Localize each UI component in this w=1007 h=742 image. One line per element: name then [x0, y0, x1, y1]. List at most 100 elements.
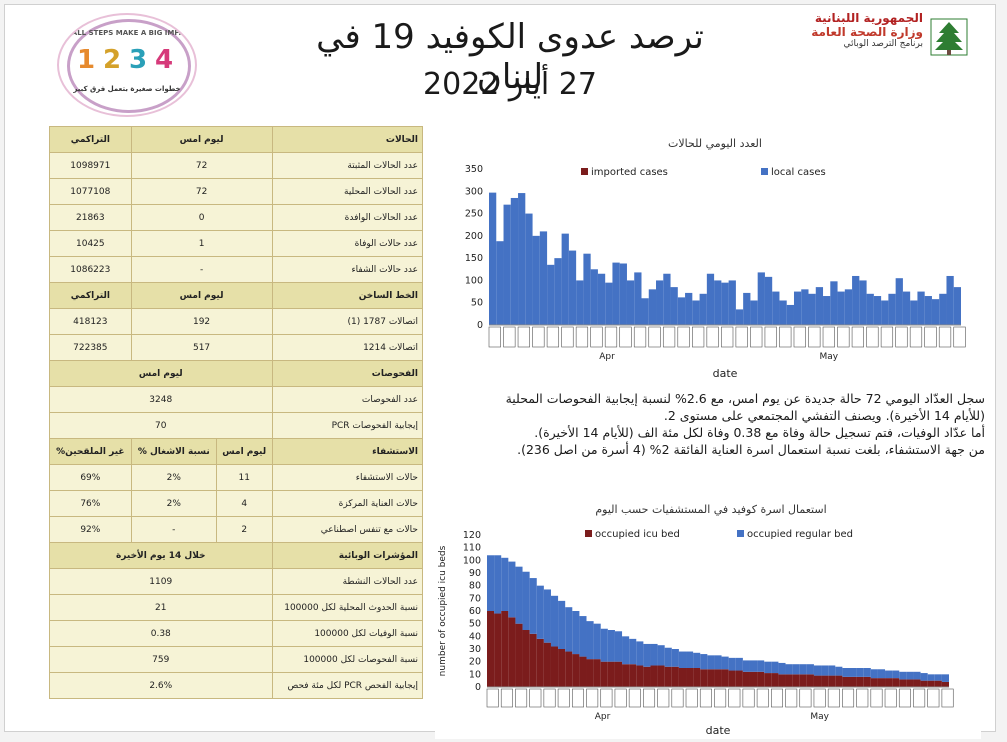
date-tick-mark [614, 688, 627, 708]
bar-local [572, 611, 580, 655]
bar-local [607, 630, 615, 662]
bar-local [714, 655, 722, 670]
date-tick-mark [633, 326, 647, 348]
bar-local [931, 299, 940, 325]
y-axis-label: number of occupied icu beds [438, 545, 448, 676]
bar-local [934, 674, 942, 681]
bar-local [743, 292, 751, 325]
table-value-cell: 10425 [49, 230, 132, 257]
bar-imported [764, 673, 772, 687]
bar-imported [828, 675, 836, 687]
bar-local [750, 300, 758, 325]
table-header-row: خلال 14 يوم الأخيرة المؤشرات الوبائية [49, 542, 424, 569]
bar-local [863, 668, 871, 677]
bar-imported [813, 675, 822, 687]
y-tick-label: 90 [469, 568, 481, 579]
bar-imported [657, 665, 665, 687]
bar-imported [536, 638, 544, 687]
bar-local [866, 293, 874, 325]
table-label-cell: عدد الحالات المثبتة [271, 152, 424, 179]
bar-local [648, 289, 657, 325]
bar-local [859, 280, 867, 325]
bar-imported [899, 679, 907, 687]
bulletin-page: SMALL STEPS MAKE A BIG IMPACT 1 2 3 4 خط… [4, 4, 996, 739]
table-value-cell: % نسبة الاشغال [130, 438, 217, 465]
bar-local [772, 291, 780, 325]
bar-local [707, 655, 715, 670]
table-row: 722385 517 اتصالات 1214 [49, 334, 424, 361]
date-tick-mark [604, 326, 618, 348]
bar-local [600, 628, 608, 662]
bar-local [532, 235, 540, 325]
bar-local [913, 671, 921, 680]
bar-imported [678, 668, 687, 687]
bar-imported [778, 674, 786, 687]
gov-line-republic: الجمهورية اللبنانية [814, 11, 923, 25]
page-date: 27 أيار 2022 [423, 67, 597, 102]
bar-imported [593, 659, 601, 687]
y-tick-label: 250 [465, 209, 483, 220]
bar-local [699, 293, 707, 325]
badge-top-text: SMALL STEPS MAKE A BIG IMPACT [59, 29, 195, 37]
bar-imported [693, 668, 701, 687]
bar-local [685, 292, 693, 325]
bar-local [849, 668, 857, 677]
bar-local [671, 649, 679, 667]
table-value-cell: التراكمي [49, 126, 132, 153]
bar-local [586, 621, 594, 660]
bar-local [779, 300, 787, 325]
bar-local [670, 287, 678, 325]
summary-line: سجل العدّاد اليومي 72 حالة جديدة عن يوم … [505, 391, 985, 406]
table-label-cell: الخط الساخن [271, 282, 424, 309]
bar-local [678, 651, 687, 668]
date-tick-mark [813, 688, 826, 708]
bar-local [641, 298, 649, 325]
bar-imported [487, 611, 495, 687]
date-tick-mark [884, 688, 897, 708]
bar-imported [650, 665, 658, 687]
date-tick-mark [827, 688, 840, 708]
bar-imported [686, 668, 694, 687]
y-tick-label: 0 [477, 320, 483, 331]
table-value-cell: 72 [130, 152, 273, 179]
date-tick-mark [793, 326, 806, 348]
bar-imported [877, 678, 886, 687]
table-value-cell: 1 [130, 230, 273, 257]
bar-local [525, 213, 533, 325]
date-tick-mark [532, 326, 545, 348]
gov-line-program: برنامج الترصد الوبائي [843, 39, 923, 49]
bar-imported [622, 664, 630, 687]
table-label-cell: نسبة الفحوصات لكل 100000 [271, 646, 424, 673]
bar-local [522, 571, 530, 630]
table-label-cell: الحالات [271, 126, 424, 153]
table-value-cell: 2% [130, 490, 217, 517]
bar-imported [565, 651, 573, 687]
bar-local [899, 671, 907, 680]
bar-local [656, 280, 664, 325]
bar-imported [586, 659, 594, 687]
bar-local [529, 578, 537, 634]
date-tick-mark [728, 688, 741, 708]
bar-local [785, 664, 793, 675]
summary-line: أما عدّاد الوفيات، فتم تسجيل حالة وفاة م… [534, 425, 985, 440]
bar-imported [501, 611, 509, 687]
date-tick-mark [866, 326, 879, 348]
bar-imported [558, 649, 566, 687]
bar-local [593, 623, 601, 660]
cedar-icon [930, 18, 968, 56]
bar-local [590, 269, 598, 325]
bar-local [786, 304, 794, 325]
bar-imported [856, 676, 864, 687]
date-tick-mark [546, 326, 560, 348]
bar-local [539, 231, 548, 325]
y-tick-label: 120 [463, 530, 481, 541]
bar-local [714, 280, 722, 325]
date-tick-mark [870, 688, 883, 708]
date-tick-mark [822, 326, 835, 348]
bar-local [597, 273, 606, 325]
date-tick-mark [742, 688, 755, 708]
bar-imported [529, 633, 537, 687]
bar-local [808, 293, 816, 325]
bar-local [626, 280, 635, 325]
date-tick-mark [941, 688, 954, 708]
